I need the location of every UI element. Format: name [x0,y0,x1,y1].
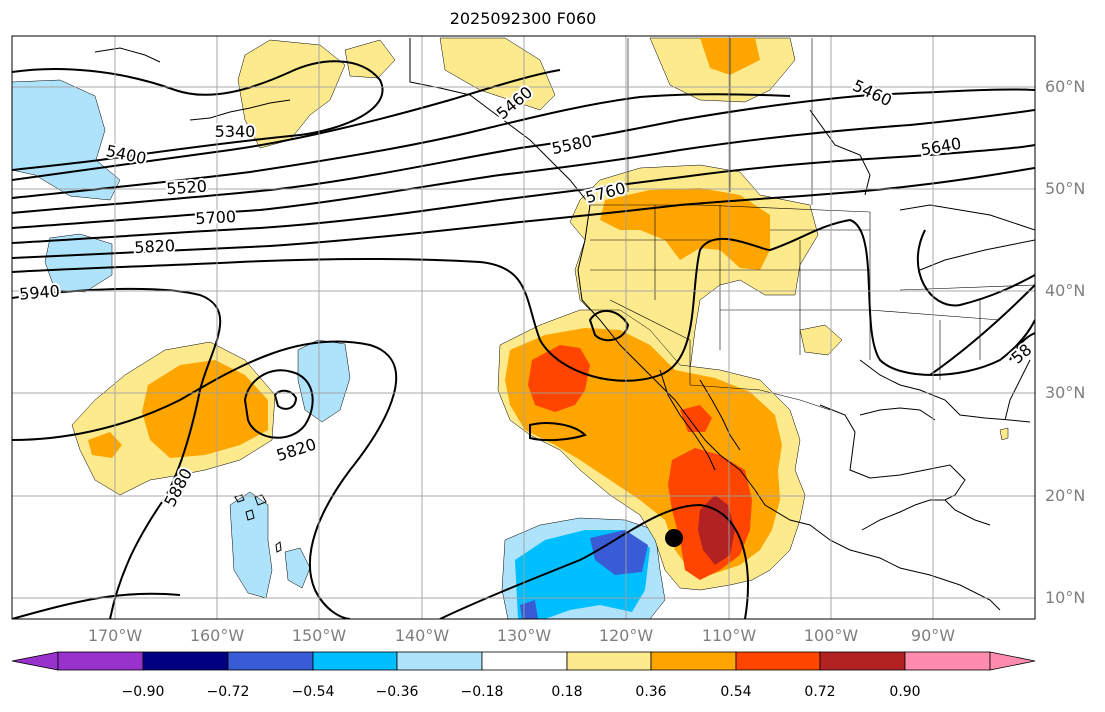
lat-label-50n: 50°N [1045,179,1086,198]
coastlines [94,38,1035,611]
lon-label-160w: 160°W [189,626,245,645]
lon-label-130w: 130°W [496,626,552,645]
lat-label-20n: 20°N [1045,486,1086,505]
colorbar-tick: 0.36 [635,684,667,700]
colorbar [11,651,1036,671]
lon-label-150w: 150°W [291,626,347,645]
lon-label-110w: 110°W [701,626,757,645]
map-frame [11,35,1036,620]
lon-label-120w: 120°W [598,626,654,645]
very-strong-positive-fill [698,495,735,565]
colorbar-extend-max [989,651,1036,671]
storm-center-dot [665,529,683,547]
lon-label-100w: 100°W [803,626,859,645]
colorbar-tick: 0.54 [720,684,752,700]
colorbar-tick: −0.18 [460,684,504,700]
lat-label-40n: 40°N [1045,281,1086,300]
height-contours [12,60,1035,619]
contour-label: 5940 [18,281,60,303]
colorbar-tick: −0.54 [291,684,335,700]
political-borders [590,38,1035,411]
map-title: 2025092300 F060 [449,9,597,28]
lon-label-170w: 170°W [87,626,143,645]
lon-label-140w: 140°W [394,626,450,645]
graticule [12,36,1035,619]
lat-label-30n: 30°N [1045,383,1086,402]
lat-label-60n: 60°N [1045,77,1086,96]
lat-label-10n: 10°N [1045,588,1086,607]
lon-label-90w: 90°W [910,626,956,645]
colorbar-tick: −0.90 [121,684,165,700]
colorbar-tick: 0.18 [551,684,583,700]
contour-label: 5700 [195,207,237,228]
contour-label: 5820 [134,236,176,257]
contour-label: 5340 [215,122,256,141]
contour-label: 5520 [166,177,208,199]
colorbar-tick: 0.90 [889,684,921,700]
colorbar-tick: −0.36 [375,684,419,700]
colorbar-tick: −0.72 [206,684,250,700]
colorbar-extend-min [11,651,59,671]
colorbar-tick: 0.72 [804,684,836,700]
